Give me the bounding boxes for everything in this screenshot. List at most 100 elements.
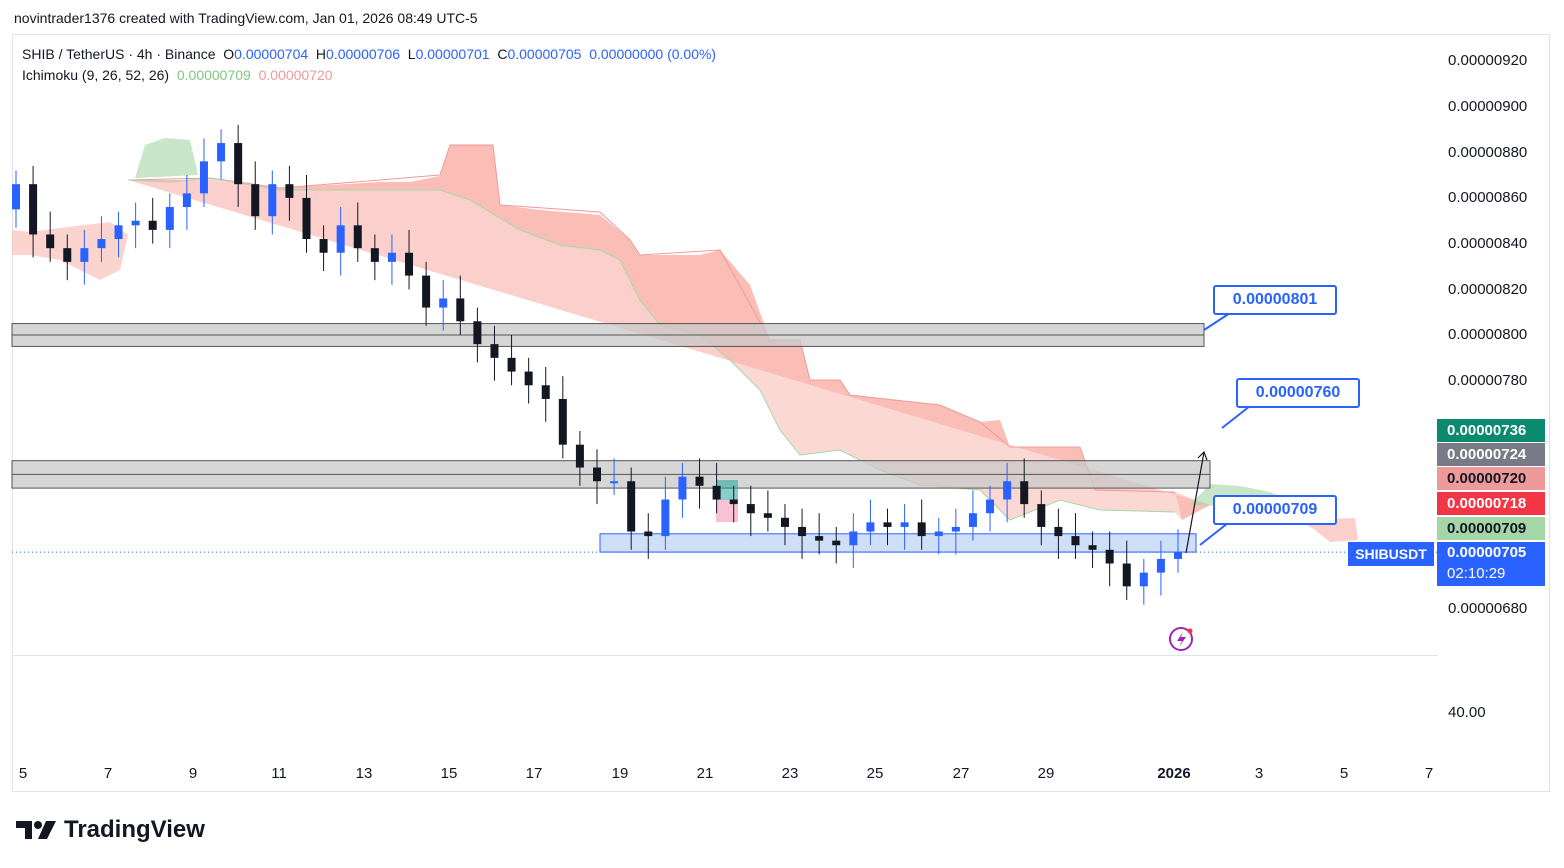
time-tick: 5 bbox=[1339, 765, 1349, 782]
change-value: 0.00000000 (0.00%) bbox=[589, 46, 717, 62]
time-tick: 7 bbox=[103, 765, 113, 782]
candle-body bbox=[336, 225, 345, 253]
time-tick: 17 bbox=[525, 765, 543, 782]
candle-body bbox=[746, 504, 755, 514]
open-label: O bbox=[223, 46, 235, 62]
candle-body bbox=[1122, 563, 1131, 587]
time-tick: 25 bbox=[866, 765, 884, 782]
tradingview-logo-text: TradingView bbox=[64, 816, 205, 843]
high-value: 0.00000706 bbox=[326, 46, 401, 62]
time-tick: 15 bbox=[440, 765, 458, 782]
current-price: 0.00000705 bbox=[1447, 544, 1527, 561]
candle-body bbox=[319, 239, 328, 253]
callout-760[interactable]: 0.00000760 bbox=[1236, 378, 1360, 408]
price-tick: 0.00000820 bbox=[1448, 281, 1528, 298]
candle-body bbox=[148, 220, 157, 230]
candle-body bbox=[234, 143, 243, 185]
candle-body bbox=[46, 234, 55, 249]
tradingview-logo-icon bbox=[16, 821, 56, 839]
projection-arrowhead bbox=[1197, 450, 1208, 461]
candle-body bbox=[524, 371, 533, 386]
close-label: C bbox=[497, 46, 508, 62]
callout-709-pointer bbox=[1199, 522, 1229, 546]
candle-body bbox=[1020, 481, 1029, 505]
candle-body bbox=[815, 536, 824, 541]
callout-801[interactable]: 0.00000801 bbox=[1213, 285, 1337, 315]
candle-body bbox=[114, 225, 123, 240]
candle-body bbox=[1071, 536, 1080, 546]
candle-body bbox=[951, 526, 960, 532]
candle-body bbox=[1003, 481, 1012, 500]
candle-body bbox=[439, 298, 448, 308]
candle-body bbox=[370, 248, 379, 262]
candle-body bbox=[661, 499, 670, 537]
candle-body bbox=[934, 531, 943, 537]
candle-body bbox=[695, 476, 704, 486]
candle-body bbox=[507, 357, 516, 372]
bar-countdown: 02:10:29 bbox=[1447, 565, 1506, 582]
candle-body bbox=[541, 385, 550, 399]
indicator-legend[interactable]: Ichimoku (9, 26, 52, 26) 0.00000709 0.00… bbox=[22, 67, 333, 83]
indicator-name[interactable]: Ichimoku (9, 26, 52, 26) bbox=[22, 67, 170, 83]
callout-709[interactable]: 0.00000709 bbox=[1213, 495, 1337, 525]
candle-body bbox=[900, 522, 909, 527]
ohlc-legend: SHIB / TetherUS · 4h · Binance O 0.000007… bbox=[22, 46, 716, 62]
price-tick: 0.00000680 bbox=[1448, 600, 1528, 617]
candle-body bbox=[405, 252, 414, 276]
chart-caption: novintrader1376 created with TradingView… bbox=[14, 10, 478, 26]
time-tick: 29 bbox=[1037, 765, 1055, 782]
candle-body bbox=[422, 275, 431, 308]
candle-body bbox=[627, 481, 636, 532]
high-label: H bbox=[315, 46, 327, 62]
pane-separator[interactable] bbox=[12, 655, 1438, 656]
time-tick: 13 bbox=[355, 765, 373, 782]
time-tick: 21 bbox=[696, 765, 714, 782]
candle-body bbox=[473, 321, 482, 345]
candle-body bbox=[285, 184, 294, 198]
tradingview-logo[interactable]: TradingView bbox=[16, 816, 205, 844]
time-tick: 5 bbox=[18, 765, 28, 782]
candle-body bbox=[558, 398, 567, 445]
candle-body bbox=[199, 161, 208, 194]
time-tick: 7 bbox=[1424, 765, 1434, 782]
support-zone bbox=[599, 533, 1197, 553]
candle-body bbox=[12, 184, 20, 210]
ichimoku-span-b bbox=[129, 144, 1176, 493]
highlight-box-green bbox=[716, 480, 738, 500]
candle-body bbox=[353, 225, 362, 249]
indicator-value-1: 0.00000709 bbox=[176, 67, 251, 83]
time-tick: 19 bbox=[611, 765, 629, 782]
price-tick: 0.00000880 bbox=[1448, 144, 1528, 161]
price-tick: 0.00000780 bbox=[1448, 372, 1528, 389]
symbol-tag: SHIBUSDT bbox=[1348, 542, 1434, 566]
candle-body bbox=[1156, 558, 1165, 573]
candle-body bbox=[575, 444, 584, 468]
chart-frame bbox=[12, 34, 1550, 792]
candle-body bbox=[678, 476, 687, 500]
ichimoku-cloud-bullish bbox=[135, 138, 198, 178]
candle-body bbox=[29, 184, 38, 235]
candle-body bbox=[217, 143, 226, 162]
low-label: L bbox=[407, 46, 416, 62]
indicator-axis-value: 40.00 bbox=[1448, 704, 1486, 721]
symbol-label[interactable]: SHIB / TetherUS · 4h · Binance bbox=[22, 46, 216, 62]
candle-body bbox=[798, 526, 807, 537]
ichimoku-cloud-body bbox=[128, 145, 1210, 520]
event-marker-bolt-icon bbox=[1177, 632, 1186, 647]
callout-801-pointer bbox=[1203, 312, 1231, 331]
price-tick: 0.00000800 bbox=[1448, 326, 1528, 343]
candle-body bbox=[165, 207, 174, 230]
candle-body bbox=[1054, 526, 1063, 537]
price-tag-736: 0.00000736 bbox=[1437, 419, 1545, 442]
candle-body bbox=[131, 220, 140, 226]
candle-body bbox=[97, 239, 106, 249]
indicator-value-2: 0.00000720 bbox=[258, 67, 333, 83]
candle-body bbox=[780, 517, 789, 527]
price-tag-720: 0.00000720 bbox=[1437, 467, 1545, 490]
price-tick: 0.00000840 bbox=[1448, 235, 1528, 252]
current-price-tag: 0.00000705 02:10:29 bbox=[1437, 542, 1545, 586]
candle-body bbox=[302, 197, 311, 240]
candle-body bbox=[712, 485, 721, 500]
candle-body bbox=[1088, 545, 1097, 550]
